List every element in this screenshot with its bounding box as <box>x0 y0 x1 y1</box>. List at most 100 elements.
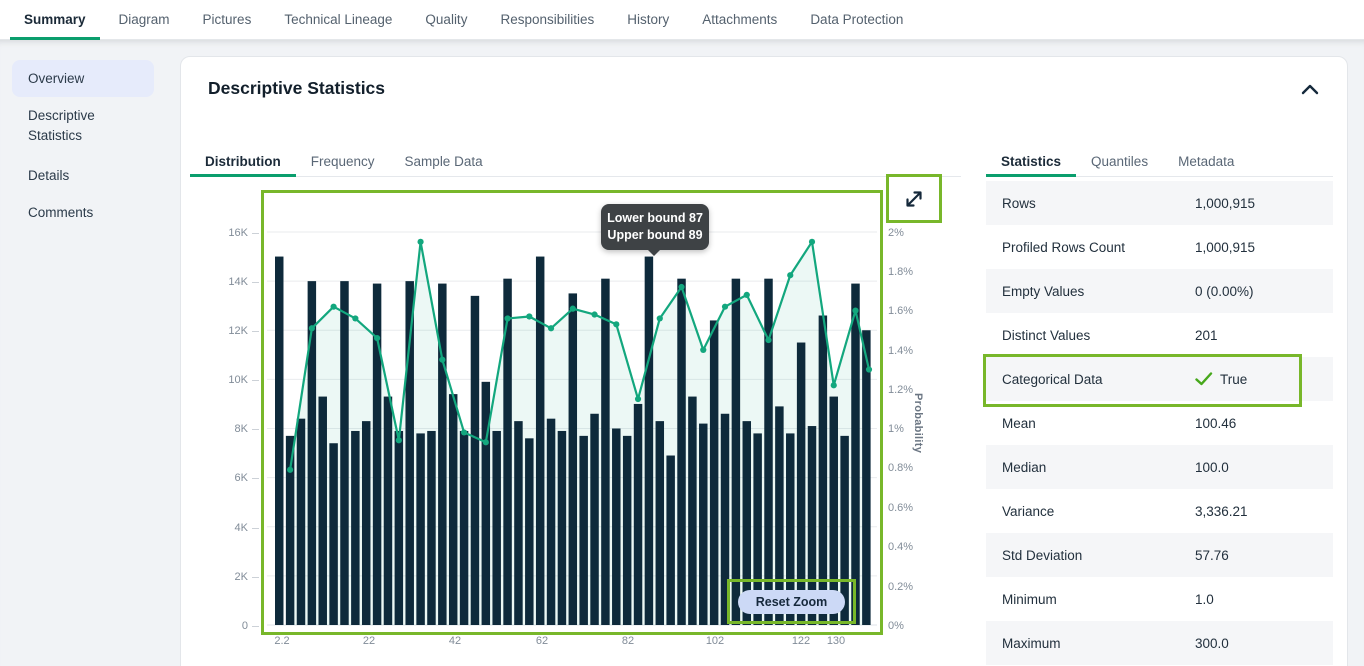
nav-tab-history[interactable]: History <box>627 11 670 27</box>
statistics-table: Rows 1,000,915 Profiled Rows Count 1,000… <box>986 181 1333 665</box>
collapse-section-button[interactable] <box>1299 81 1321 99</box>
table-row-median: Median 100.0 <box>986 445 1333 489</box>
sidebar-item-details[interactable]: Details <box>12 166 154 186</box>
y-axis-tick: 10K <box>208 373 259 387</box>
x-axis-tick: 82 <box>621 635 635 647</box>
check-icon <box>1195 372 1213 386</box>
nav-tab-quality[interactable]: Quality <box>425 11 468 27</box>
row-value: 0 (0.00%) <box>1195 283 1254 299</box>
probability-axis-tick: 2% <box>888 227 904 239</box>
row-label: Profiled Rows Count <box>1002 239 1126 255</box>
table-row-maximum: Maximum 300.0 <box>986 621 1333 665</box>
row-value: 57.76 <box>1195 547 1229 563</box>
tooltip-upper-bound: Upper bound 89 <box>607 228 703 242</box>
probability-axis-tick: 1% <box>888 423 904 435</box>
tooltip-lower-bound: Lower bound 87 <box>607 211 703 225</box>
table-row-categorical-data: Categorical Data True <box>986 357 1333 401</box>
y-axis-tick: 6K <box>208 471 259 485</box>
probability-axis-tick: 1.4% <box>888 345 914 357</box>
chevron-up-icon <box>1301 84 1319 95</box>
tab-frequency[interactable]: Frequency <box>310 154 375 169</box>
nav-tab-responsibilities[interactable]: Responsibilities <box>500 11 595 27</box>
x-axis-tick: 62 <box>535 635 549 647</box>
x-axis-tick: 22 <box>362 635 376 647</box>
probability-axis-tick: 0% <box>888 620 904 632</box>
tab-metadata[interactable]: Metadata <box>1178 154 1235 169</box>
row-value: 1,000,915 <box>1195 195 1256 211</box>
tab-quantiles[interactable]: Quantiles <box>1091 154 1149 169</box>
y-axis-tick: 8K <box>208 422 259 436</box>
row-value: 1,000,915 <box>1195 239 1256 255</box>
sidebar-item-label: Descriptive Statistics <box>28 108 95 143</box>
table-row-mean: Mean 100.46 <box>986 401 1333 445</box>
categorical-data-value: True <box>1220 371 1248 387</box>
probability-axis-tick: 1.2% <box>888 384 914 396</box>
row-label: Distinct Values <box>1002 327 1091 343</box>
y-axis-tick: 4K <box>208 521 259 535</box>
y-axis-tick: 12K <box>208 324 259 338</box>
page-title: Descriptive Statistics <box>208 78 386 98</box>
expand-diagonal-icon <box>906 190 922 207</box>
table-row-profiled-rows-count: Profiled Rows Count 1,000,915 <box>986 225 1333 269</box>
nav-tab-diagram[interactable]: Diagram <box>118 11 170 27</box>
table-row-std-deviation: Std Deviation 57.76 <box>986 533 1333 577</box>
row-label: Median <box>1002 459 1047 475</box>
distribution-plot <box>267 231 877 626</box>
probability-axis-tick: 1.8% <box>888 266 914 278</box>
descriptive-statistics-card: Descriptive Statistics Distribution Freq… <box>180 56 1348 666</box>
y-axis-tick: 14K <box>208 275 259 289</box>
probability-axis-tick: 0.4% <box>888 541 914 553</box>
tab-sample-data[interactable]: Sample Data <box>404 154 483 169</box>
probability-axis-tick: 0.2% <box>888 581 914 593</box>
probability-axis-tick: 0.8% <box>888 462 914 474</box>
row-value: 201 <box>1195 327 1218 343</box>
x-axis-tick: 130 <box>826 635 846 647</box>
nav-tab-attachments[interactable]: Attachments <box>702 11 778 27</box>
row-label: Variance <box>1002 503 1055 519</box>
sidebar-item-label: Overview <box>28 71 85 86</box>
sidebar-item-descriptive-statistics[interactable]: Descriptive Statistics <box>12 106 138 146</box>
chart-tab-bar: Distribution Frequency Sample Data <box>190 149 961 177</box>
row-label: Rows <box>1002 195 1036 211</box>
table-row-minimum: Minimum 1.0 <box>986 577 1333 621</box>
nav-tab-data-protection[interactable]: Data Protection <box>810 11 904 27</box>
row-value: 1.0 <box>1195 591 1214 607</box>
nav-tab-pictures[interactable]: Pictures <box>202 11 252 27</box>
sidebar-item-label: Comments <box>28 205 94 220</box>
y-axis-tick: 0 <box>208 619 259 633</box>
table-row-distinct-values: Distinct Values 201 <box>986 313 1333 357</box>
row-label: Minimum <box>1002 591 1057 607</box>
row-label: Empty Values <box>1002 283 1085 299</box>
page-body: Overview Descriptive Statistics Details … <box>0 40 1364 666</box>
row-value: 100.46 <box>1195 415 1237 431</box>
table-row-variance: Variance 3,336.21 <box>986 489 1333 533</box>
sidebar-item-label: Details <box>28 168 70 183</box>
row-value: 300.0 <box>1195 635 1229 651</box>
nav-tab-technical-lineage[interactable]: Technical Lineage <box>284 11 393 27</box>
chart-tooltip: Lower bound 87 Upper bound 89 <box>601 204 709 256</box>
table-row-rows: Rows 1,000,915 <box>986 181 1333 225</box>
probability-axis-tick: 0.6% <box>888 502 914 514</box>
top-nav: Summary Diagram Pictures Technical Linea… <box>0 0 1364 40</box>
row-value: 100.0 <box>1195 459 1229 475</box>
row-label: Maximum <box>1002 635 1061 651</box>
tab-distribution[interactable]: Distribution <box>190 149 296 177</box>
row-label: Mean <box>1002 415 1036 431</box>
probability-axis-tick: 1.6% <box>888 305 914 317</box>
sidebar-item-overview[interactable]: Overview <box>12 60 154 97</box>
reset-zoom-button[interactable]: Reset Zoom <box>738 590 845 614</box>
distribution-chart[interactable]: Reset Zoom <box>264 193 880 632</box>
tab-statistics[interactable]: Statistics <box>986 149 1077 177</box>
y-axis-tick: 2K <box>208 570 259 584</box>
x-axis-tick: 42 <box>448 635 462 647</box>
row-value: True <box>1195 372 1247 387</box>
expand-chart-button[interactable] <box>891 179 937 218</box>
stats-tab-bar: Statistics Quantiles Metadata <box>986 149 1333 177</box>
sidebar-item-comments[interactable]: Comments <box>12 203 154 223</box>
row-label: Std Deviation <box>1002 547 1083 563</box>
probability-axis-label: Probability <box>912 393 924 454</box>
table-row-empty-values: Empty Values 0 (0.00%) <box>986 269 1333 313</box>
nav-tab-summary[interactable]: Summary <box>10 0 99 40</box>
row-value: 3,336.21 <box>1195 503 1248 519</box>
